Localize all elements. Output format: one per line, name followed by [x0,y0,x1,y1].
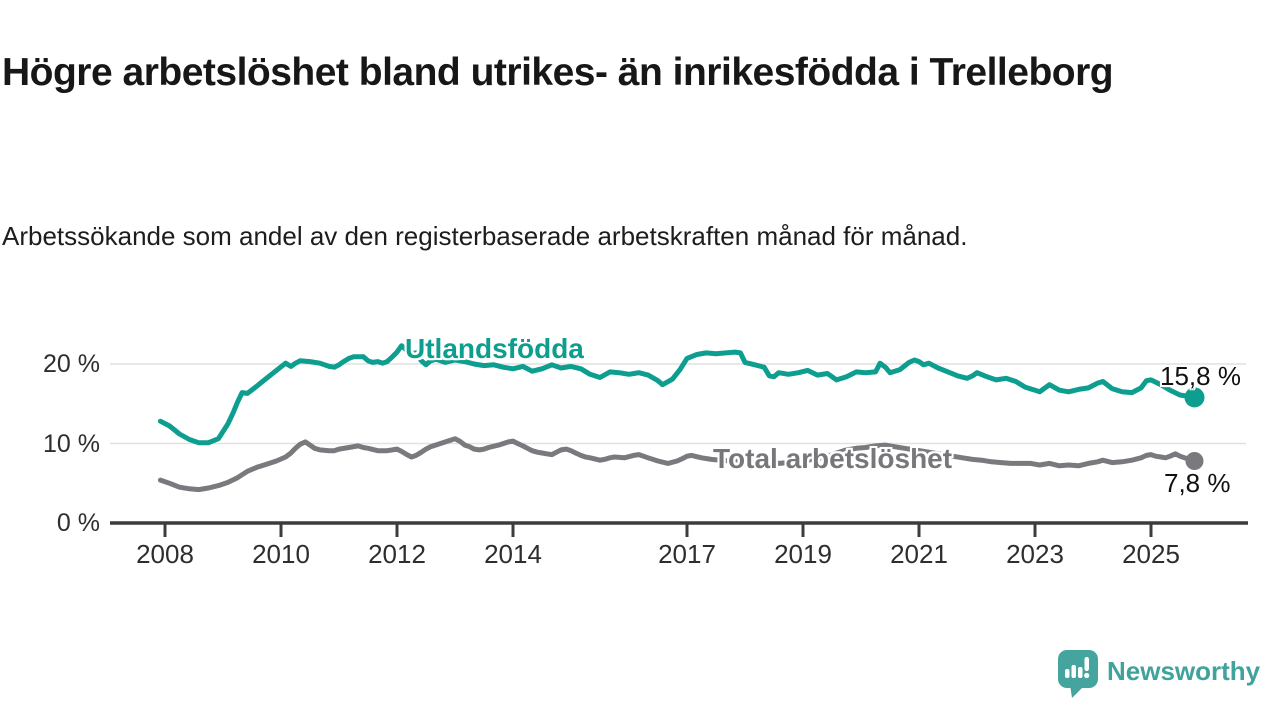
chart-title: Högre arbetslöshet bland utrikes- än inr… [2,51,1114,95]
end-dot-total-arbetsloshet [1185,452,1204,470]
series-label-utlandsfodda: Utlandsfödda [405,333,584,364]
logo-bar-2 [1071,665,1076,678]
x-axis-ticks [163,523,1153,537]
x-axis-tick-label: 2021 [890,539,948,569]
end-value-label-total-arbetsloshet: 7,8 % [1164,468,1231,498]
y-axis-tick-label: 20 % [43,350,100,378]
y-axis-tick-label: 0 % [56,509,100,537]
logo-exclamation-bar [1084,657,1089,671]
series-label-total-arbetsloshet: Total arbetslöshet [713,443,953,474]
line-utlandsfodda [157,343,1197,446]
x-axis-tick-label: 2010 [252,539,310,569]
y-axis-tick-label: 10 % [43,429,100,458]
end-dot-utlandsfodda [1184,387,1205,408]
x-axis-tick-label: 2023 [1006,539,1064,569]
logo-bar-1 [1065,669,1070,678]
newsworthy-logo-icon[interactable] [1058,650,1098,698]
end-value-label-utlandsfodda: 15,8 % [1160,361,1241,391]
logo-exclamation-dot [1084,672,1090,679]
chart-subtitle: Arbetssökande som andel av den registerb… [2,221,968,251]
x-axis-tick-label: 2008 [136,539,194,569]
x-axis-tick-label: 2025 [1122,539,1180,569]
x-axis-tick-label: 2012 [368,539,426,569]
line-total-arbetsloshet [157,436,1197,493]
newsworthy-wordmark[interactable]: Newsworthy [1107,656,1261,686]
x-axis-tick-label: 2014 [484,539,542,569]
x-axis-tick-label: 2017 [658,539,716,569]
logo-bar-3 [1078,667,1083,678]
x-axis-tick-label: 2019 [774,539,832,569]
